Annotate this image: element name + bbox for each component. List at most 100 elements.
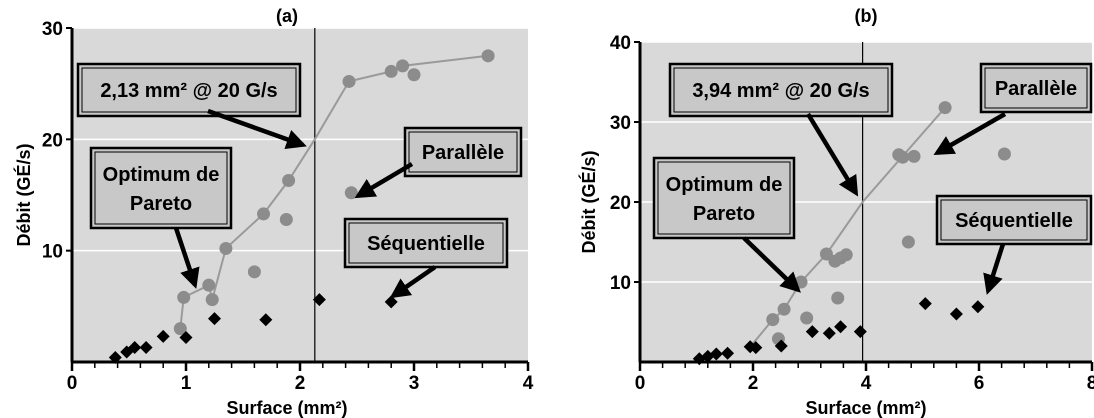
sequential-point xyxy=(384,295,398,309)
parallel-point xyxy=(396,59,410,73)
sequential-point xyxy=(949,307,963,321)
sequential-point xyxy=(312,293,326,307)
sequential-point xyxy=(259,313,273,327)
parallel-point xyxy=(831,291,845,305)
annotation-box-inner xyxy=(348,222,504,264)
parallel-point xyxy=(777,302,791,316)
y-tick-label: 20 xyxy=(610,193,631,214)
annotation-label: Optimum de xyxy=(666,174,783,196)
y-tick-label: 10 xyxy=(42,242,63,263)
annotation-label: Optimum de xyxy=(103,164,220,186)
annotation-box-inner xyxy=(940,199,1088,241)
annotation-box-inner xyxy=(94,151,228,225)
parallel-point xyxy=(342,74,356,88)
x-tick-label: 0 xyxy=(67,373,78,394)
y-axis-label: Débit (GÉ/s) xyxy=(578,150,599,253)
annotation-box-inner xyxy=(984,67,1088,109)
annotation-label: Pareto xyxy=(693,203,755,225)
annotation-arrow xyxy=(933,112,1007,156)
annotation-box-inner xyxy=(81,67,297,113)
chart-b: 0 2 4 6 8 10 20 30 40 3,94 mm² @ 20 G/s Optimum de… xyxy=(578,6,1094,418)
y-tick-label: 10 xyxy=(610,273,631,294)
sequential-point xyxy=(805,325,819,339)
parallel-point xyxy=(205,293,219,307)
sequential-point xyxy=(179,331,193,345)
sequential-point xyxy=(834,320,848,334)
parallel-point xyxy=(282,174,296,188)
chart-title: (b) xyxy=(855,6,878,26)
annotation-arrow xyxy=(742,236,801,293)
sequential-point xyxy=(918,297,932,311)
parallel-point xyxy=(344,186,358,200)
x-tick-label: 1 xyxy=(181,373,192,394)
annotation-label: Parallèle xyxy=(422,142,504,164)
annotation-arrow xyxy=(983,243,1006,295)
x-tick-label: 3 xyxy=(409,373,420,394)
parallel-point xyxy=(938,101,952,115)
y-tick-label: 30 xyxy=(610,113,631,134)
sequential-point xyxy=(971,300,985,314)
parallel-point xyxy=(219,241,233,255)
y-tick-label: 30 xyxy=(42,19,63,40)
annotation-box-inner xyxy=(657,161,791,235)
annotation-label: Pareto xyxy=(130,193,192,215)
x-tick-label: 2 xyxy=(748,373,759,394)
parallel-point xyxy=(257,207,271,221)
sequential-point xyxy=(139,341,153,355)
annotation-arrow xyxy=(354,162,414,199)
x-tick-label: 6 xyxy=(974,373,985,394)
annotation-box xyxy=(403,126,523,178)
y-tick-label: 20 xyxy=(42,130,63,151)
parallel-point xyxy=(839,248,853,262)
parallel-point xyxy=(407,68,421,82)
annotation-box xyxy=(343,217,509,269)
x-tick-label: 4 xyxy=(523,373,534,394)
parallel-point xyxy=(819,247,833,261)
annotation-box xyxy=(76,62,302,118)
sequential-point xyxy=(853,325,867,339)
parallel-point xyxy=(896,150,910,164)
parallel-point xyxy=(907,149,921,163)
sequential-point xyxy=(128,341,142,355)
sequential-point xyxy=(774,339,788,353)
chart-title: (a) xyxy=(276,6,298,26)
y-tick-label: 40 xyxy=(610,33,631,54)
sequential-point xyxy=(709,347,723,361)
annotation-box xyxy=(89,146,233,230)
parallel-point xyxy=(901,235,915,249)
parallel-point xyxy=(384,64,398,78)
parallel-point xyxy=(481,49,495,63)
sequential-point xyxy=(721,346,735,360)
annotation-box-inner xyxy=(408,131,518,173)
annotation-box xyxy=(652,156,796,240)
parallel-point xyxy=(997,147,1011,161)
sequential-point xyxy=(108,351,122,365)
x-axis-label: Surface (mm²) xyxy=(805,398,926,418)
x-tick-label: 2 xyxy=(295,373,306,394)
parallel-point xyxy=(247,265,261,279)
annotation-arrow xyxy=(389,265,437,299)
annotation-arrow xyxy=(173,227,200,289)
sequential-point xyxy=(749,341,763,355)
annotation-box xyxy=(979,62,1093,114)
annotation-label: Parallèle xyxy=(995,78,1077,100)
annotation-label: Séquentielle xyxy=(955,210,1073,232)
parallel-point xyxy=(202,278,216,292)
x-axis-label: Surface (mm²) xyxy=(226,398,347,418)
x-tick-label: 4 xyxy=(861,373,872,394)
annotation-arrow xyxy=(806,112,859,197)
annotation-label: 3,94 mm² @ 20 G/s xyxy=(692,80,869,102)
y-axis-label: Débit (GÉ/s) xyxy=(13,143,34,246)
parallel-point xyxy=(800,311,814,325)
x-tick-label: 8 xyxy=(1087,373,1094,394)
sequential-point xyxy=(156,329,170,343)
annotation-box xyxy=(935,194,1093,246)
parallel-point xyxy=(177,290,191,304)
parallel-point xyxy=(766,313,780,327)
annotation-label: 2,13 mm² @ 20 G/s xyxy=(100,80,277,102)
annotation-arrow xyxy=(207,108,307,150)
annotation-label: Séquentielle xyxy=(367,233,485,255)
sequential-point xyxy=(822,326,836,340)
annotation-box-inner xyxy=(673,67,889,113)
